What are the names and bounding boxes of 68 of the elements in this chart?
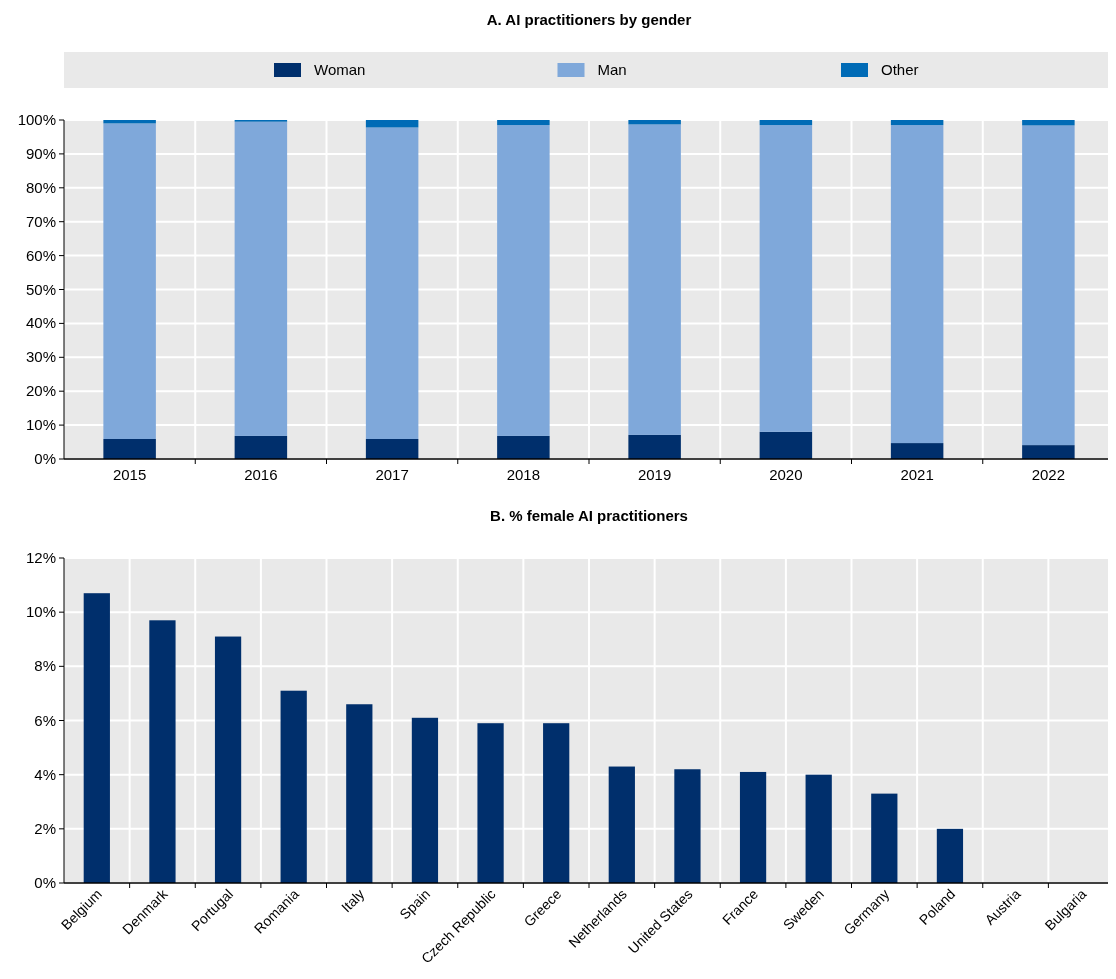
bar (365, 127, 419, 439)
bar (739, 771, 767, 883)
bar (83, 593, 110, 883)
bar (890, 443, 944, 459)
y-tick-label: 12% (25, 549, 56, 566)
bar (497, 435, 550, 459)
bar (608, 766, 635, 883)
x-tick-label: 2021 (900, 466, 934, 483)
bar (280, 690, 307, 883)
y-tick-label: 20% (25, 382, 56, 400)
y-tick-label: 40% (25, 314, 56, 332)
y-tick-label: 10% (25, 416, 56, 434)
y-tick-label: 0% (34, 874, 56, 891)
legend-label: Woman (314, 61, 366, 78)
bar (759, 431, 813, 459)
bar (890, 120, 944, 126)
bar (411, 717, 439, 883)
bar (890, 125, 944, 444)
y-tick-label: 70% (25, 212, 56, 230)
x-tick-label: 2018 (506, 466, 541, 483)
bar (628, 120, 681, 125)
y-tick-label: 2% (34, 819, 56, 837)
x-tick-label: 2019 (637, 466, 672, 483)
bar (477, 723, 504, 883)
legend-label: Man (597, 61, 627, 78)
x-tick-label: 2020 (769, 466, 803, 483)
chart-title: A. AI practitioners by gender (486, 11, 692, 28)
y-tick-label: 80% (25, 178, 56, 196)
bar (497, 125, 550, 436)
chart-title: B. % female AI practitioners (490, 507, 688, 524)
y-tick-label: 50% (25, 280, 56, 298)
bar (871, 793, 898, 883)
bar (759, 120, 813, 126)
y-tick-label: 6% (34, 711, 56, 729)
bar (1022, 125, 1075, 446)
bar (628, 124, 681, 435)
bar (628, 434, 681, 459)
bar (674, 769, 701, 883)
bar (365, 120, 419, 128)
y-tick-label: 90% (25, 144, 56, 162)
x-tick-label: 2016 (244, 466, 278, 483)
bar (365, 439, 419, 459)
bar (805, 774, 832, 883)
bar (759, 125, 813, 432)
bar (936, 828, 964, 883)
y-tick-label: 0% (34, 450, 56, 467)
x-tick-label: Italy (337, 885, 368, 916)
x-tick-label: 2017 (375, 466, 409, 483)
y-tick-label: 8% (34, 657, 56, 675)
bar (543, 723, 570, 883)
bar (1022, 120, 1075, 126)
bar (1022, 445, 1075, 459)
y-tick-label: 60% (25, 246, 56, 264)
legend-label: Other (881, 61, 919, 78)
bar (103, 439, 156, 459)
bar (103, 123, 156, 439)
bar (214, 636, 242, 883)
y-tick-label: 10% (25, 603, 56, 621)
bar (346, 704, 373, 883)
bar (149, 620, 176, 883)
x-tick-label: 2022 (1031, 466, 1066, 483)
bar (497, 120, 550, 126)
bar (234, 435, 288, 459)
y-tick-label: 30% (25, 348, 56, 366)
bar (234, 121, 288, 436)
y-tick-label: 4% (34, 765, 56, 783)
y-tick-label: 100% (17, 111, 56, 128)
x-tick-label: 2015 (112, 466, 147, 483)
